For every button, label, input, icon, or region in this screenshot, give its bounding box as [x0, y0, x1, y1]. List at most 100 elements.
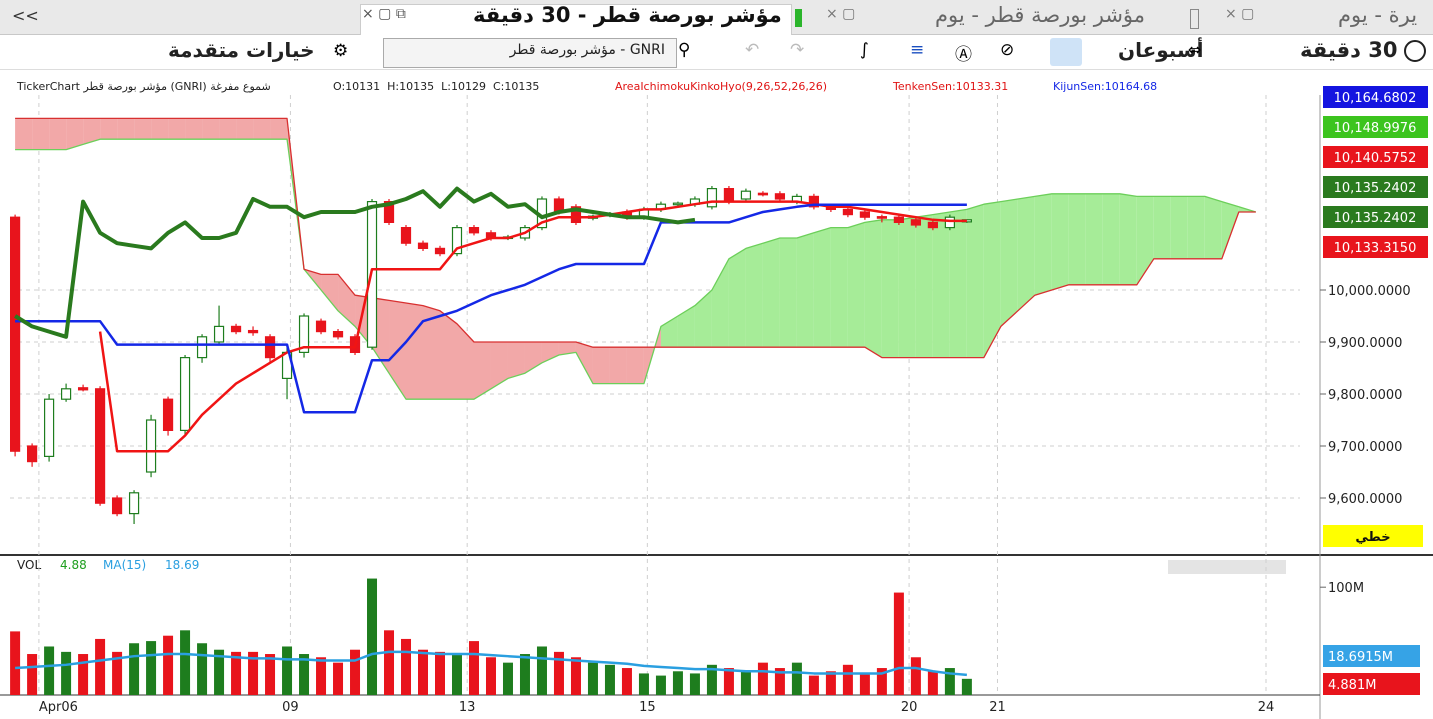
tab-controls[interactable]: × ▢ ⧉	[362, 6, 406, 22]
cloud-segment	[626, 347, 644, 384]
volume-bar	[248, 651, 259, 695]
range-icon: ⇔	[1188, 40, 1202, 59]
cloud-segment	[813, 227, 831, 348]
tab-controls[interactable]: × ▢	[1225, 6, 1255, 22]
x-tick-label: 21	[989, 700, 1006, 715]
volume-badge	[1323, 673, 1420, 695]
price-badge	[1323, 176, 1428, 198]
candle-body	[230, 325, 242, 333]
volume-bar	[95, 638, 106, 695]
symbol-text[interactable]: GNRI - مؤشر بورصة قطر	[509, 42, 665, 58]
volume-bar	[299, 654, 310, 695]
cloud-segment	[473, 342, 491, 400]
cloud-segment	[728, 248, 746, 348]
cloud-segment	[270, 118, 288, 140]
pane-controls[interactable]	[1168, 560, 1286, 574]
advanced-options[interactable]: خيارات متقدمة	[168, 38, 315, 62]
active-tab[interactable]	[360, 4, 792, 35]
candle-body	[842, 208, 854, 216]
cloud-segment	[236, 118, 254, 140]
price-badge-label: 10,148.9976	[1334, 121, 1417, 136]
draw-button[interactable]	[1050, 38, 1082, 66]
volume-bar	[10, 631, 21, 695]
candle-body	[451, 227, 463, 255]
volume-bar	[333, 662, 344, 695]
cloud-segment	[558, 342, 576, 355]
volume-bar	[825, 671, 836, 695]
cloud-segment	[575, 342, 593, 384]
cloud-segment	[49, 118, 67, 150]
candle-body	[910, 219, 921, 226]
tab-title[interactable]: مؤشر بورصة قطر - يوم	[935, 3, 1146, 27]
cloud-segment	[898, 217, 916, 358]
volume-badge-label: 4.881M	[1328, 678, 1376, 693]
volume-bar	[180, 630, 191, 695]
undo-button[interactable]: ↶	[745, 40, 760, 60]
cloud-segment	[694, 290, 712, 348]
candle-body	[196, 336, 208, 359]
cloud-segment	[592, 347, 610, 384]
redo-button[interactable]: ↷	[790, 40, 805, 60]
interval-button[interactable]: 30 دقيقة	[1300, 38, 1398, 62]
candle-body	[468, 227, 480, 234]
candle-body	[162, 398, 174, 432]
cloud-segment	[134, 118, 152, 140]
candle-body	[26, 445, 38, 463]
x-tick-label: 09	[282, 700, 299, 715]
volume-bar	[418, 649, 429, 695]
indicator-line	[15, 203, 967, 414]
pane-controls-bg	[1168, 560, 1286, 574]
kijun-label: KijunSen:10164.68	[1053, 80, 1157, 93]
volume-bar	[44, 646, 55, 695]
cloud-segment	[864, 219, 882, 358]
volume-bar	[163, 635, 174, 695]
senkou-b	[15, 117, 1256, 359]
candle-body	[332, 331, 344, 338]
candle-body	[808, 195, 820, 208]
cloud-segment	[1051, 193, 1069, 290]
collapse-button[interactable]: <<	[12, 6, 39, 25]
cloud-segment	[1204, 196, 1222, 259]
candle-body	[60, 388, 72, 400]
cloud-segment	[15, 118, 33, 150]
cloud-segment	[881, 219, 899, 358]
cloud-segment	[406, 303, 424, 400]
y-tick-label: 9,800.0000	[1328, 388, 1402, 403]
tool-icon[interactable]: ≡	[910, 40, 925, 60]
cloud-segment	[456, 323, 474, 400]
range-button[interactable]: أسبوعان	[1118, 38, 1204, 62]
volume-bar	[570, 657, 581, 695]
candle-body	[94, 388, 106, 504]
tab-title[interactable]: مؤشر بورصة قطر - 30 دقيقة	[473, 3, 782, 27]
cloud-segment	[1221, 201, 1239, 259]
indicator-line	[14, 186, 696, 339]
price-badge-label: 10,133.3150	[1334, 241, 1417, 256]
volume-bar	[638, 673, 649, 695]
volume-bar	[384, 630, 395, 695]
cloud-segment	[168, 118, 186, 140]
tab-bar: << × ▢ ⧉ مؤشر بورصة قطر - 30 دقيقة × ▢ م…	[0, 0, 1433, 35]
tool-icon[interactable]: Ⓐ	[955, 45, 972, 65]
tool-icon[interactable]: ⊘	[1000, 40, 1015, 60]
senkou-a	[15, 138, 1257, 400]
x-tick-label: 24	[1258, 700, 1275, 715]
y-tick-label: 9,600.0000	[1328, 492, 1402, 507]
volume-bar	[587, 662, 598, 695]
cloud-segment	[711, 258, 729, 348]
candle-body	[757, 192, 769, 196]
cloud-segment	[117, 118, 135, 140]
indicator-label: AreaIchimokuKinkoHyo(9,26,52,26,26)	[615, 80, 827, 93]
tab-controls[interactable]: × ▢	[826, 6, 856, 22]
volume-bar	[910, 657, 921, 695]
candle-body	[77, 387, 89, 391]
candle-body	[315, 320, 327, 333]
cloud-segment	[507, 342, 525, 379]
symbol-box[interactable]	[383, 38, 677, 68]
volume-bar	[706, 664, 717, 695]
volume-badge-label: 18.6915M	[1328, 650, 1393, 665]
search-icon[interactable]: ⚲	[678, 40, 691, 60]
tool-icon[interactable]: ∫	[860, 40, 869, 60]
tab-title[interactable]: يرة - يوم	[1338, 3, 1418, 27]
